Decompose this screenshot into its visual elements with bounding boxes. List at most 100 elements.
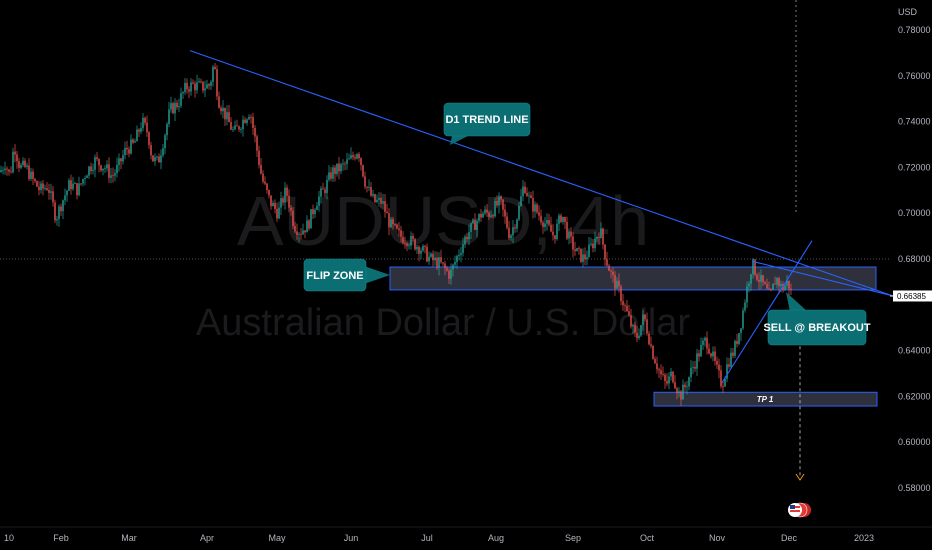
candle-body	[460, 253, 462, 255]
candle-body	[22, 160, 24, 166]
economic-events-icon[interactable]	[788, 502, 811, 518]
candle-body	[346, 159, 348, 164]
candle-body	[174, 102, 176, 114]
candle-body	[554, 235, 556, 240]
candle-body	[330, 172, 332, 179]
candle-body	[402, 236, 404, 244]
candle-body	[326, 179, 328, 194]
candle-body	[730, 352, 732, 367]
tp1-zone-rect[interactable]	[653, 391, 878, 407]
candle-body	[224, 107, 226, 120]
candle-body	[552, 231, 554, 236]
candle-body	[68, 180, 70, 191]
candle-body	[292, 210, 294, 226]
candle-body	[40, 183, 42, 191]
candle-body	[424, 245, 426, 247]
time-tick-label: Aug	[488, 533, 504, 543]
candle-body	[106, 164, 108, 169]
price-axis[interactable]: USD 0.58000 0.60000 0.62000 0.64000 0.68000 0…	[898, 7, 931, 493]
candle-body	[130, 139, 132, 154]
candle-body	[550, 224, 552, 232]
candle-body	[232, 129, 234, 131]
candle-body	[558, 215, 560, 224]
candle-body	[200, 81, 202, 83]
sell-callout-label: SELL @ BREAKOUT	[763, 322, 870, 334]
candle-body	[482, 213, 484, 218]
candle-body	[340, 164, 342, 172]
candle-body	[740, 328, 742, 334]
candle-body	[670, 371, 672, 377]
candle-body	[88, 166, 90, 176]
candle-body	[58, 206, 60, 220]
candle-body	[226, 112, 228, 120]
candle-body	[264, 181, 266, 184]
candle-body	[620, 286, 622, 302]
candle-body	[474, 219, 476, 230]
candle-body	[142, 117, 144, 129]
candle-body	[430, 253, 432, 257]
candle-body	[262, 173, 264, 182]
candle-body	[108, 164, 110, 178]
time-axis[interactable]: 10 Feb Mar Apr May Jun Jul Aug Sep Oct Nov Dec 2023	[4, 533, 874, 543]
candle-body	[274, 202, 276, 209]
candle-body	[358, 154, 360, 159]
candle-body	[192, 82, 194, 84]
candle-body	[718, 364, 720, 371]
candle-body	[440, 257, 442, 263]
candle-body	[630, 315, 632, 327]
candle-body	[756, 274, 758, 280]
candle-body	[736, 341, 738, 344]
candle-body	[414, 239, 416, 250]
candle-body	[208, 84, 210, 86]
candle-body	[758, 279, 760, 282]
flip-zone-callout[interactable]: FLIP ZONE	[303, 258, 390, 292]
candle-body	[238, 126, 240, 130]
candle-body	[444, 263, 446, 269]
candle-body	[652, 345, 654, 359]
candle-body	[416, 246, 418, 250]
d1-trend-line[interactable]	[189, 50, 893, 297]
candle-body	[128, 149, 130, 154]
candle-body	[446, 268, 448, 271]
candle-body	[744, 302, 746, 311]
candle-body	[286, 187, 288, 196]
candle-body	[762, 275, 764, 283]
candle-body	[44, 188, 46, 189]
rising-support-line[interactable]	[721, 240, 813, 383]
candle-body	[268, 190, 270, 196]
candle-body	[210, 81, 212, 86]
candle-body	[332, 167, 334, 179]
candles-layer	[0, 62, 792, 406]
candle-body	[686, 386, 688, 388]
candle-body	[504, 209, 506, 217]
candle-body	[640, 325, 642, 336]
candle-body	[654, 358, 656, 364]
candle-body	[256, 136, 258, 151]
candle-body	[290, 207, 292, 211]
candle-body	[764, 282, 766, 285]
d1-trend-line-callout[interactable]: D1 TREND LINE	[443, 102, 531, 145]
wedge-upper-line[interactable]	[751, 260, 893, 297]
candle-body	[94, 157, 96, 170]
candle-body	[426, 246, 428, 262]
candle-body	[574, 249, 576, 252]
candle-body	[700, 344, 702, 357]
candle-body	[396, 224, 398, 229]
candle-body	[216, 69, 218, 97]
price-tick-label: 0.60000	[898, 437, 931, 447]
candle-body	[734, 341, 736, 356]
candle-body	[260, 165, 262, 174]
sell-breakout-callout[interactable]: SELL @ BREAKOUT	[763, 292, 871, 346]
price-tick-label: 0.78000	[898, 25, 931, 35]
flip-zone-rect[interactable]	[389, 266, 877, 291]
candle-body	[410, 235, 412, 246]
candle-body	[126, 147, 128, 150]
candle-body	[182, 92, 184, 94]
candle-body	[96, 157, 98, 159]
current-price-tag-box	[893, 290, 932, 302]
candle-body	[120, 158, 122, 162]
candle-body	[36, 181, 38, 187]
candle-body	[190, 82, 192, 92]
candle-body	[344, 163, 346, 165]
